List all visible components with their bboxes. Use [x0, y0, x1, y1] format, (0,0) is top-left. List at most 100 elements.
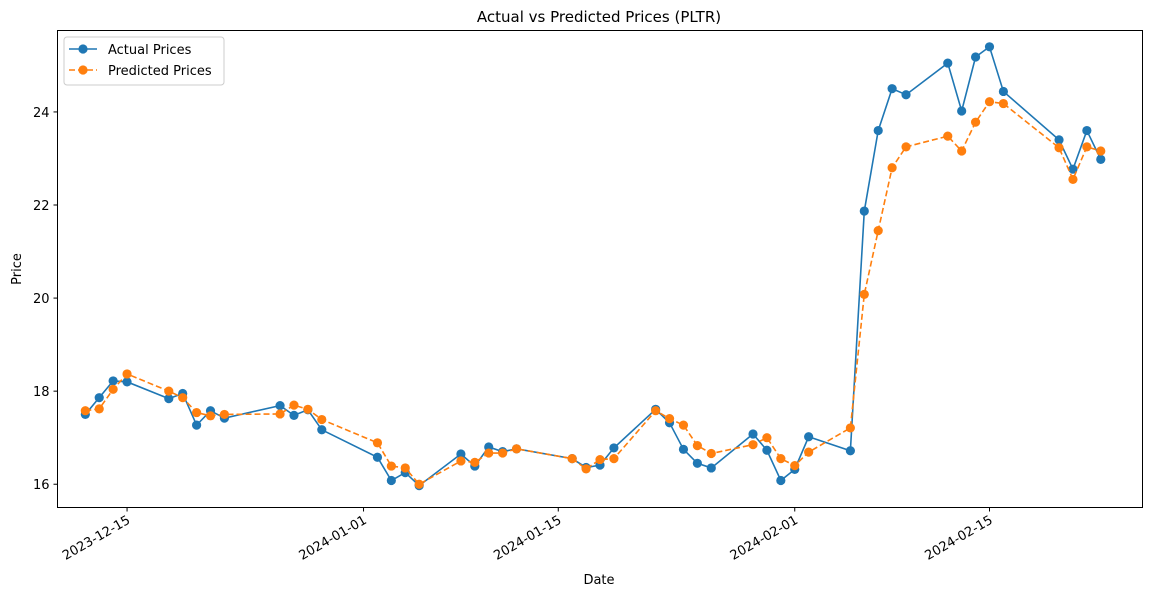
data-point-predicted-prices	[845, 423, 855, 433]
y-tick-label: 22	[33, 199, 50, 214]
data-point-predicted-prices	[706, 448, 716, 459]
data-point-predicted-prices	[122, 369, 132, 379]
data-point-actual-prices	[706, 463, 716, 473]
data-point-predicted-prices	[219, 409, 230, 420]
data-point-predicted-prices	[998, 98, 1009, 109]
y-tick-label: 24	[33, 106, 50, 121]
legend: Actual Prices Predicted Prices	[63, 36, 225, 86]
data-point-predicted-prices	[400, 463, 410, 473]
data-point-predicted-prices	[1082, 142, 1092, 152]
legend-label-actual-prices: Actual Prices	[108, 43, 192, 58]
data-point-actual-prices	[873, 125, 883, 136]
data-point-predicted-prices	[651, 406, 661, 416]
data-point-predicted-prices	[762, 433, 772, 443]
data-point-actual-prices	[275, 400, 285, 411]
data-point-predicted-prices	[873, 226, 883, 236]
data-point-predicted-prices	[94, 404, 104, 414]
y-tick-label: 16	[33, 478, 50, 493]
x-axis: 2023-12-15 2024-01-01 2024-01-15 2024-02-01…	[60, 507, 996, 564]
data-point-predicted-prices	[901, 142, 911, 152]
data-point-predicted-prices	[205, 411, 216, 421]
data-point-predicted-prices	[790, 461, 800, 471]
data-point-predicted-prices	[609, 454, 619, 464]
data-point-predicted-prices	[1068, 174, 1078, 185]
data-point-predicted-prices	[970, 117, 981, 127]
data-point-predicted-prices	[456, 456, 466, 466]
legend-marker-actual-prices	[78, 44, 88, 54]
data-point-actual-prices	[692, 458, 702, 468]
data-point-predicted-prices	[984, 97, 995, 107]
y-tick-label: 18	[33, 385, 50, 400]
data-point-actual-prices	[122, 377, 132, 387]
data-point-predicted-prices	[178, 393, 188, 403]
data-point-predicted-prices	[957, 146, 967, 156]
series-line-predicted-prices	[85, 100, 1102, 486]
data-point-predicted-prices	[678, 420, 689, 430]
y-tick-label: 20	[33, 292, 50, 307]
data-point-predicted-prices	[664, 414, 675, 424]
data-point-actual-prices	[1068, 164, 1078, 174]
data-point-actual-prices	[609, 443, 619, 453]
data-point-predicted-prices	[859, 289, 869, 299]
data-point-predicted-prices	[80, 406, 90, 416]
data-point-actual-prices	[943, 58, 953, 68]
data-point-predicted-prices	[776, 454, 786, 464]
x-tick-label: 2024-01-01	[297, 513, 370, 564]
data-point-actual-prices	[192, 420, 202, 430]
data-point-predicted-prices	[511, 444, 522, 454]
data-point-actual-prices	[804, 432, 814, 442]
data-point-actual-prices	[859, 206, 869, 216]
data-point-predicted-prices	[567, 454, 577, 464]
data-point-predicted-prices	[303, 404, 313, 414]
data-point-predicted-prices	[414, 479, 424, 489]
data-point-predicted-prices	[108, 384, 118, 394]
data-point-predicted-prices	[386, 461, 396, 471]
data-point-predicted-prices	[1096, 146, 1106, 156]
data-point-predicted-prices	[943, 131, 953, 141]
data-point-predicted-prices	[317, 414, 327, 425]
data-point-actual-prices	[901, 90, 911, 100]
data-point-actual-prices	[94, 393, 104, 403]
x-tick-label: 2023-12-15	[60, 513, 133, 564]
y-axis-title: Price	[10, 253, 25, 285]
data-point-actual-prices	[845, 446, 855, 456]
data-point-predicted-prices	[275, 409, 285, 419]
data-point-predicted-prices	[164, 386, 174, 396]
x-tick-label: 2024-02-15	[923, 513, 996, 564]
data-point-predicted-prices	[498, 448, 508, 458]
data-point-predicted-prices	[289, 400, 299, 410]
data-point-actual-prices	[386, 475, 396, 486]
plot-area	[80, 42, 1106, 491]
data-point-predicted-prices	[804, 447, 814, 457]
data-point-actual-prices	[1096, 154, 1106, 165]
data-point-actual-prices	[164, 394, 174, 404]
series-actual-prices	[80, 42, 1106, 491]
data-point-actual-prices	[957, 106, 967, 116]
data-point-predicted-prices	[372, 438, 383, 448]
x-axis-title: Date	[583, 573, 614, 588]
data-point-predicted-prices	[192, 407, 202, 418]
data-point-actual-prices	[1054, 135, 1064, 145]
data-point-actual-prices	[317, 425, 327, 435]
data-point-actual-prices	[108, 376, 118, 386]
data-point-predicted-prices	[692, 441, 702, 451]
data-point-actual-prices	[748, 429, 758, 439]
chart-title: Actual vs Predicted Prices (PLTR)	[477, 8, 721, 26]
data-point-actual-prices	[970, 52, 981, 62]
data-point-actual-prices	[762, 445, 772, 455]
data-point-actual-prices	[984, 42, 995, 52]
data-point-actual-prices	[998, 86, 1009, 97]
data-point-predicted-prices	[1054, 143, 1064, 153]
data-point-actual-prices	[372, 452, 383, 462]
plot-frame	[57, 30, 1143, 508]
data-point-predicted-prices	[484, 448, 494, 458]
data-point-actual-prices	[678, 444, 689, 454]
data-point-actual-prices	[1082, 125, 1092, 136]
data-point-actual-prices	[887, 84, 897, 94]
data-point-predicted-prices	[470, 457, 480, 467]
legend-box	[63, 36, 225, 86]
y-axis: 16 18 20 22 24	[33, 106, 58, 493]
series-predicted-prices	[80, 97, 1106, 489]
data-point-actual-prices	[289, 410, 299, 420]
